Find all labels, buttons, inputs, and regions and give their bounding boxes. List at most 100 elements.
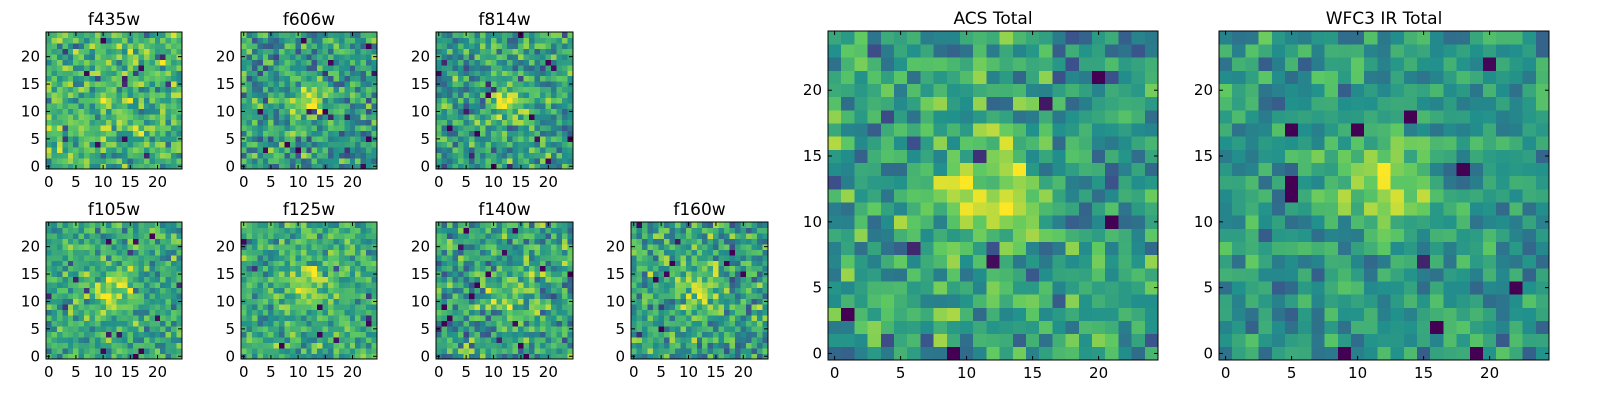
heatmap-cell — [881, 268, 895, 282]
heatmap-cell — [312, 98, 318, 104]
heatmap-cell — [68, 326, 74, 332]
heatmap-cell — [51, 54, 57, 60]
heatmap-cell — [436, 48, 442, 54]
heatmap-cell — [973, 294, 987, 308]
heatmap-cell — [160, 277, 166, 283]
heatmap-cell — [730, 315, 736, 321]
heatmap-cell — [631, 238, 637, 244]
heatmap-cell — [529, 266, 535, 272]
heatmap-cell — [160, 337, 166, 343]
heatmap-cell — [702, 222, 708, 228]
heatmap-cell — [680, 310, 686, 316]
heatmap-cell — [246, 304, 252, 310]
heatmap-cell — [323, 76, 329, 82]
heatmap-cell — [1013, 255, 1027, 269]
heatmap-cell — [355, 81, 361, 87]
heatmap-cell — [241, 158, 247, 164]
heatmap-cell — [246, 103, 252, 109]
heatmap-cell — [328, 271, 334, 277]
heatmap-cell — [653, 326, 659, 332]
heatmap-cell — [166, 98, 172, 104]
heatmap-cell — [263, 59, 269, 65]
heatmap-cell — [447, 153, 453, 159]
heatmap-cell — [350, 92, 356, 98]
heatmap-cell — [274, 255, 280, 261]
heatmap-cell — [691, 271, 697, 277]
heatmap-cell — [149, 114, 155, 120]
heatmap-cell — [366, 249, 372, 255]
heatmap-cell — [960, 149, 974, 163]
heatmap-cell — [84, 136, 90, 142]
heatmap-cell — [502, 299, 508, 305]
heatmap-cell — [854, 268, 868, 282]
heatmap-cell — [128, 332, 134, 338]
heatmap-cell — [149, 249, 155, 255]
heatmap-cell — [631, 233, 637, 239]
heatmap-cell — [306, 310, 312, 316]
heatmap-cell — [452, 103, 458, 109]
heatmap-cell — [144, 348, 150, 354]
heatmap-cell — [155, 321, 161, 327]
heatmap-cell — [252, 109, 258, 115]
heatmap-cell — [155, 332, 161, 338]
heatmap-cell — [513, 136, 519, 142]
heatmap-cell — [540, 288, 546, 294]
heatmap-cell — [68, 87, 74, 93]
heatmap-cell — [502, 271, 508, 277]
heatmap-cell — [669, 332, 675, 338]
heatmap-cell — [149, 81, 155, 87]
heatmap-cell — [546, 37, 552, 43]
heatmap-cell — [546, 103, 552, 109]
heatmap-cell — [57, 136, 63, 142]
heatmap-cell — [491, 255, 497, 261]
heatmap-cell — [735, 293, 741, 299]
heatmap-cell — [252, 81, 258, 87]
heatmap-cell — [686, 310, 692, 316]
heatmap-cell — [138, 326, 144, 332]
heatmap-cell — [285, 260, 291, 266]
heatmap-cell — [149, 70, 155, 76]
heatmap-cell — [246, 142, 252, 148]
heatmap-cell — [84, 153, 90, 159]
heatmap-cell — [691, 233, 697, 239]
heatmap-cell — [106, 76, 112, 82]
heatmap-cell — [90, 125, 96, 131]
heatmap-cell — [323, 142, 329, 148]
heatmap-cell — [328, 136, 334, 142]
heatmap-cell — [100, 48, 106, 54]
heatmap-cell — [697, 244, 703, 250]
heatmap-cell — [653, 233, 659, 239]
heatmap-cell — [73, 304, 79, 310]
heatmap-cell — [724, 260, 730, 266]
heatmap-cell — [675, 227, 681, 233]
heatmap-cell — [90, 131, 96, 137]
heatmap-cell — [62, 249, 68, 255]
heatmap-cell — [636, 282, 642, 288]
heatmap-cell — [562, 37, 568, 43]
heatmap-cell — [355, 125, 361, 131]
heatmap-cell — [79, 98, 85, 104]
y-tick-label: 10 — [216, 102, 235, 120]
heatmap-cell — [447, 48, 453, 54]
heatmap-cell — [274, 304, 280, 310]
heatmap-cell — [73, 76, 79, 82]
heatmap-cell — [117, 321, 123, 327]
heatmap-cell — [986, 268, 1000, 282]
heatmap-cell — [551, 260, 557, 266]
heatmap-cell — [252, 131, 258, 137]
heatmap-cell — [680, 271, 686, 277]
heatmap-cell — [79, 277, 85, 283]
heatmap-cell — [73, 299, 79, 305]
heatmap-cell — [491, 244, 497, 250]
y-tick-label: 10 — [21, 102, 40, 120]
heatmap-cell — [1066, 189, 1080, 203]
heatmap-cell — [557, 288, 563, 294]
heatmap-cell — [62, 147, 68, 153]
heatmap-cell — [724, 271, 730, 277]
heatmap-cell — [301, 260, 307, 266]
heatmap-cell — [491, 92, 497, 98]
heatmap-cell — [452, 43, 458, 49]
heatmap-cell — [642, 277, 648, 283]
heatmap-cell — [1145, 255, 1159, 269]
